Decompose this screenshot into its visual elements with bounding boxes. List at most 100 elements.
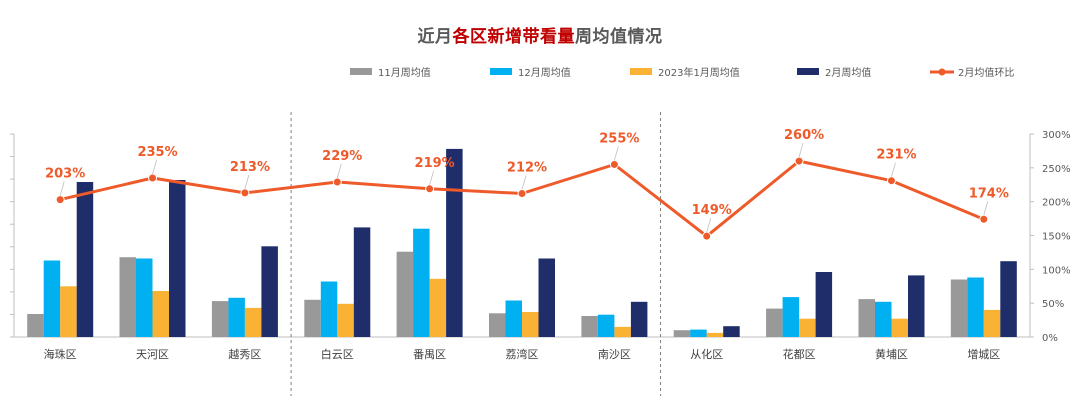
bar [538,258,555,337]
bar [396,251,414,337]
bar [581,316,598,337]
line-point [886,176,896,186]
bar [630,301,648,337]
bar [690,329,707,337]
data-label-leader [152,159,157,175]
line-point [702,231,712,241]
x-tick-label: 黄埔区 [875,347,908,361]
right-axis-tick-label: 200% [1042,198,1071,209]
line-point [332,177,342,187]
title-part-3: 周均值情况 [575,27,663,47]
bar [152,291,169,337]
bar [505,300,522,337]
line-point [240,188,250,198]
bar [875,301,892,337]
data-label-leader [891,162,896,177]
bar [908,275,925,337]
bar [1000,261,1017,337]
right-axis-tick-label: 300% [1042,130,1071,141]
legend-label: 11月周均值 [378,66,431,79]
bar [320,281,338,337]
bar [967,277,984,337]
right-axis-tick-label: 50% [1042,299,1064,310]
bar [983,309,1001,337]
x-tick-label: 荔湾区 [506,347,539,361]
chart-title: 近月各区新增带看量周均值情况 [0,22,1080,47]
line-point [609,159,619,169]
bar [522,312,539,337]
x-tick-label: 白云区 [321,347,354,361]
bar [706,332,724,337]
legend-marker [938,68,946,76]
bar [261,246,278,337]
x-tick-label: 花都区 [783,348,816,361]
title-part-2: 各区新增带看量 [452,27,575,47]
x-tick-label: 番禺区 [413,348,446,361]
bar [60,286,77,338]
data-label: 203% [45,167,85,182]
bar [799,318,816,337]
legend-swatch [490,68,512,75]
bar [169,180,186,337]
data-label: 174% [969,186,1009,201]
data-label: 219% [415,156,455,171]
bar [413,228,430,337]
data-label-leader [706,218,712,233]
line-point [517,189,527,199]
right-axis-tick-label: 150% [1042,232,1071,243]
data-label-leader [244,174,250,189]
line-point [55,195,65,205]
bar [228,297,245,337]
bar [43,260,61,337]
bar [446,148,463,337]
bar [119,257,136,337]
legend-swatch [350,68,372,75]
bar [673,330,691,337]
bar [244,307,262,337]
data-label: 213% [230,160,270,175]
bar [76,182,94,337]
right-axis-tick-label: 250% [1042,164,1071,175]
bar [337,303,354,337]
legend-swatch [797,68,819,75]
bar [766,308,783,337]
line-point [979,214,989,224]
right-axis-tick-label: 0% [1042,333,1058,344]
bar [597,314,615,337]
data-label-leader [429,170,435,185]
line-point [148,173,158,183]
bar [211,301,229,337]
x-tick-label: 天河区 [136,348,169,361]
x-tick-label: 从化区 [690,347,723,361]
bar [614,326,631,338]
x-tick-label: 南沙区 [598,348,631,361]
bar [429,278,447,337]
data-label-leader [59,181,65,196]
data-label-leader [613,146,619,161]
x-tick-label: 越秀区 [228,347,261,361]
data-label-leader [983,201,989,216]
data-label: 229% [322,149,362,164]
bar [136,258,153,337]
data-label: 235% [137,145,177,160]
data-label-leader [798,142,804,158]
legend-label: 2023年1月周均值 [658,66,740,79]
data-label: 149% [692,203,732,218]
legend-label: 2月均值环比 [958,66,1014,79]
legend-label: 2月周均值 [825,66,871,79]
bar [891,318,908,337]
bar [858,299,875,337]
legend-label: 12月周均值 [518,66,571,79]
bar [304,299,321,337]
bar [27,314,44,337]
x-tick-label: 海珠区 [44,347,77,361]
right-axis-tick-label: 100% [1042,265,1071,276]
bar [723,326,740,337]
bar [815,272,833,337]
data-label: 255% [599,131,639,146]
bar [489,313,506,337]
data-label: 212% [507,161,547,176]
bar [353,227,371,337]
x-tick-label: 增城区 [967,347,1000,361]
